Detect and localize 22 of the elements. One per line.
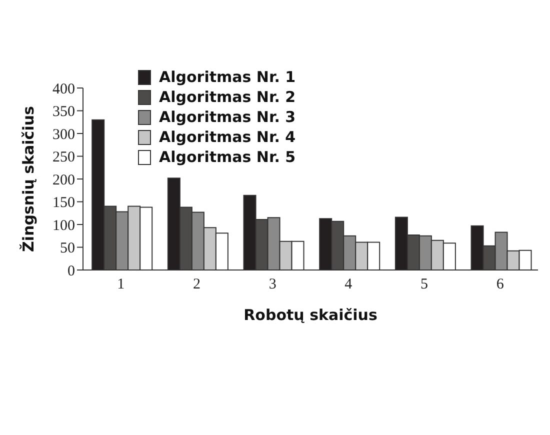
- legend-label: Algoritmas Nr. 5: [158, 148, 296, 166]
- y-tick-label: 150: [52, 195, 75, 212]
- x-tick-label: 3: [268, 276, 276, 293]
- x-tick-label: 5: [420, 276, 428, 293]
- y-tick-label: 350: [52, 104, 75, 120]
- x-tick-label: 2: [193, 276, 200, 293]
- x-tick-label: 4: [344, 276, 353, 293]
- x-tick-label: 6: [496, 276, 504, 293]
- y-tick-label: 250: [52, 150, 75, 166]
- legend-label: Algoritmas Nr. 1: [158, 68, 296, 86]
- y-tick-label: 50: [60, 240, 75, 257]
- legend-label: Algoritmas Nr. 4: [158, 128, 296, 146]
- y-tick-label: 300: [52, 126, 75, 143]
- y-tick-label: 0: [68, 263, 75, 280]
- legend-label: Algoritmas Nr. 3: [158, 108, 296, 126]
- x-axis-title: Robotų skaičius: [244, 306, 378, 324]
- x-tick-label: 1: [117, 276, 125, 293]
- y-tick-label: 200: [52, 172, 75, 188]
- legend-label: Algoritmas Nr. 2: [158, 88, 296, 106]
- y-tick-label: 100: [52, 218, 75, 234]
- y-tick-label: 400: [52, 81, 75, 98]
- y-axis-title: Žingsnių skaičius: [19, 106, 38, 252]
